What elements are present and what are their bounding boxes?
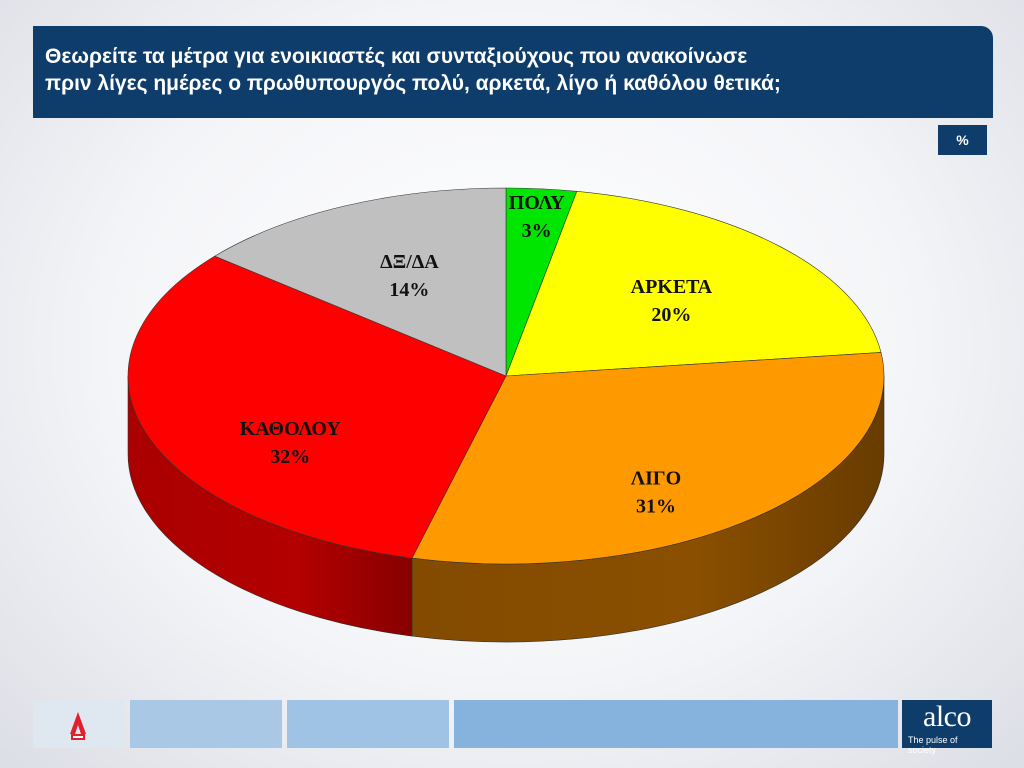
pie-label-value-λιγο: 31% xyxy=(636,496,676,518)
question-title-line-1: Θεωρείτε τα μέτρα για ενοικιαστές και συ… xyxy=(45,45,748,68)
pie-label-name-λιγο: ΛΙΓΟ xyxy=(631,468,681,490)
pie-labels: ΠΟΛΥ 3% ΑΡΚΕΤΑ 20% ΛΙΓΟ 31% ΚΑΘΟΛΟΥ 32% ΔΞ/ΔΑ 14% xyxy=(240,192,713,518)
alco-brand-logo: alco The pulse of society xyxy=(902,700,992,755)
pie-label-value-καθολου: 32% xyxy=(270,446,310,468)
pie-label-name-καθολου: ΚΑΘΟΛΟΥ xyxy=(240,418,342,440)
pie-label-value-δξ-δα: 14% xyxy=(389,279,429,301)
pie-slice-λιγο xyxy=(411,352,885,565)
pie-label-name-δξ-δα: ΔΞ/ΔΑ xyxy=(380,251,439,273)
pie-side-shade-καθολου xyxy=(127,376,412,637)
alco-brand-tagline: The pulse of society xyxy=(908,735,958,755)
alpha-news-logo xyxy=(33,700,124,748)
pie-slices xyxy=(127,187,885,565)
question-title-bar: Θεωρείτε τα μέτρα για ενοικιαστές και συ… xyxy=(33,26,993,118)
pie-slice-καθολου xyxy=(127,255,507,559)
percent-unit-badge: % xyxy=(938,125,987,155)
footer-stripe-3 xyxy=(454,700,898,748)
pie-label-name-αρκετα: ΑΡΚΕΤΑ xyxy=(631,276,713,298)
alpha-news-logo-icon xyxy=(70,712,86,740)
pie-label-value-αρκετα: 20% xyxy=(651,304,691,326)
pie-side-shade-λιγο xyxy=(411,376,884,643)
footer-stripe-2 xyxy=(287,700,449,748)
question-title-line-2: πριν λίγες ημέρες ο πρωθυπουργός πολύ, α… xyxy=(45,72,781,95)
footer-stripe-1 xyxy=(130,700,282,748)
pie-label-value-πολυ: 3% xyxy=(522,220,552,242)
pie-slice-δξ-δα xyxy=(214,187,507,377)
pie-label-name-πολυ: ΠΟΛΥ xyxy=(509,192,565,214)
pie-slice-αρκετα xyxy=(505,191,882,377)
pie-chart: ΠΟΛΥ 3% ΑΡΚΕΤΑ 20% ΛΙΓΟ 31% ΚΑΘΟΛΟΥ 32% ΔΞ/ΔΑ 14% xyxy=(127,187,885,643)
alco-brand-name: alco xyxy=(923,700,971,733)
